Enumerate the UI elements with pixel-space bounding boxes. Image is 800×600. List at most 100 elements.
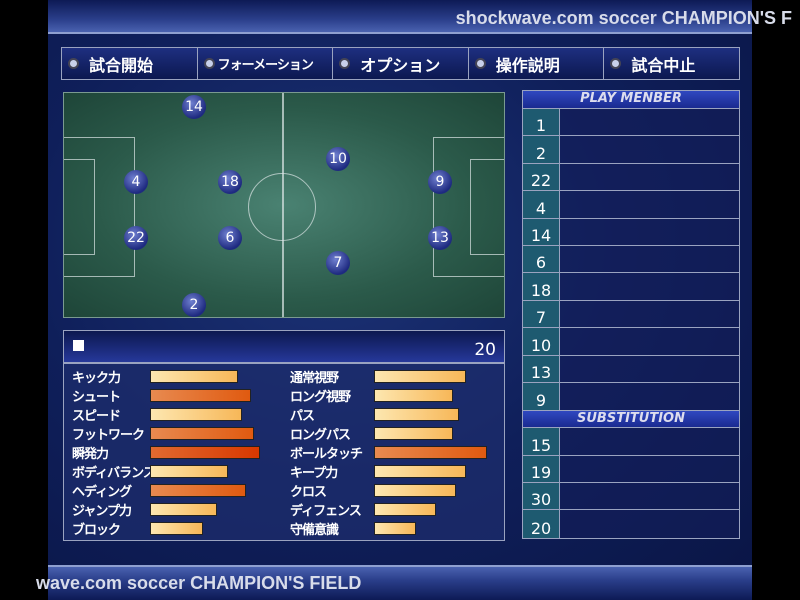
roster-name-cell bbox=[560, 163, 739, 191]
roster-row[interactable]: 18 bbox=[523, 273, 739, 301]
instructions-button[interactable]: 操作説明 bbox=[468, 48, 605, 79]
menu-label: 試合開始 bbox=[89, 55, 154, 75]
player-marker[interactable]: 2 bbox=[182, 293, 206, 317]
stat-label: クロス bbox=[290, 485, 327, 500]
player-stats-panel: 20 キック力 シュート スピード フットワーク 瞬発力 ボディバランス ヘディング ジャンプ… bbox=[63, 330, 505, 541]
stat-row: パス bbox=[290, 405, 487, 424]
roster-name-cell bbox=[560, 218, 739, 245]
roster-name-cell bbox=[560, 109, 739, 136]
roster-name-cell bbox=[560, 428, 739, 455]
roster-row[interactable]: 1 bbox=[523, 109, 739, 137]
roster-number: 19 bbox=[523, 455, 560, 483]
soccer-ball-icon bbox=[474, 58, 486, 69]
start-match-button[interactable]: 試合開始 bbox=[62, 48, 198, 79]
player-marker[interactable]: 7 bbox=[326, 251, 350, 275]
roster-number: 7 bbox=[523, 300, 560, 328]
player-number: 20 bbox=[474, 340, 496, 360]
roster-panel: PLAY MENBER 1 2 22 4 14 6 18 7 10 13 9 SUBSTITUTIO… bbox=[522, 90, 740, 539]
roster-number: 22 bbox=[523, 163, 560, 191]
roster-number: 13 bbox=[523, 355, 560, 382]
roster-name-cell bbox=[560, 483, 739, 510]
player-marker[interactable]: 13 bbox=[428, 226, 452, 250]
roster-number: 9 bbox=[523, 382, 560, 411]
stat-row: ブロック bbox=[72, 519, 260, 538]
center-circle bbox=[248, 173, 316, 241]
stat-row: クロス bbox=[290, 481, 487, 500]
soccer-ball-icon bbox=[339, 58, 351, 69]
stat-label: ブロック bbox=[72, 523, 121, 538]
abort-match-button[interactable]: 試合中止 bbox=[604, 48, 739, 79]
options-button[interactable]: オプション bbox=[333, 48, 469, 79]
roster-name-cell bbox=[560, 191, 739, 218]
player-marker[interactable]: 6 bbox=[218, 226, 242, 250]
stat-label: ヘディング bbox=[72, 485, 132, 500]
roster-name-cell bbox=[560, 273, 739, 300]
player-marker[interactable]: 9 bbox=[428, 170, 452, 194]
stat-label: パス bbox=[290, 409, 315, 424]
title-banner: shockwave.com soccer CHAMPION'S F bbox=[48, 0, 792, 34]
player-marker[interactable]: 10 bbox=[326, 147, 350, 171]
stat-row: 守備意識 bbox=[290, 519, 487, 538]
stat-row: ジャンプ力 bbox=[72, 500, 260, 519]
roster-number: 14 bbox=[523, 218, 560, 245]
stat-row: ボールタッチ bbox=[290, 443, 487, 462]
stat-label: ボディバランス bbox=[72, 466, 156, 481]
roster-row[interactable]: 6 bbox=[523, 245, 739, 274]
soccer-ball-icon bbox=[610, 58, 622, 69]
roster-row[interactable]: 2 bbox=[523, 136, 739, 164]
stat-row: フットワーク bbox=[72, 424, 260, 443]
stat-bar bbox=[374, 503, 437, 516]
roster-number: 2 bbox=[523, 136, 560, 163]
roster-name-cell bbox=[560, 382, 739, 411]
stat-bar bbox=[374, 408, 459, 421]
stat-bar bbox=[150, 427, 254, 440]
roster-row[interactable]: 13 bbox=[523, 355, 739, 383]
stat-bar bbox=[374, 427, 454, 440]
stat-bar bbox=[374, 389, 454, 402]
stat-label: 通常視野 bbox=[290, 371, 339, 386]
roster-row[interactable]: 15 bbox=[523, 428, 739, 456]
menu-label: 操作説明 bbox=[495, 55, 560, 75]
roster-row[interactable]: 20 bbox=[523, 510, 739, 538]
stat-label: フットワーク bbox=[72, 428, 145, 443]
player-marker[interactable]: 14 bbox=[182, 95, 206, 119]
stats-column-right: 通常視野 ロング視野 パス ロングパス ボールタッチ キープ力 クロス ディフェンス 守備意識 bbox=[290, 367, 487, 538]
stat-label: ロング視野 bbox=[290, 390, 351, 405]
stat-label: ジャンプ力 bbox=[72, 504, 132, 519]
stat-row: ボディバランス bbox=[72, 462, 260, 481]
menu-label: フォーメーション bbox=[217, 58, 314, 73]
stat-bar bbox=[150, 484, 247, 497]
stat-row: シュート bbox=[72, 386, 260, 405]
stat-label: 瞬発力 bbox=[72, 447, 109, 462]
stat-bar bbox=[150, 522, 204, 535]
stat-label: キック力 bbox=[72, 371, 121, 386]
stat-row: 瞬発力 bbox=[72, 443, 260, 462]
play-member-header: PLAY MENBER bbox=[523, 91, 739, 109]
formation-button[interactable]: フォーメーション bbox=[197, 48, 334, 79]
roster-row[interactable]: 7 bbox=[523, 300, 739, 329]
roster-row[interactable]: 4 bbox=[523, 191, 739, 219]
roster-number: 20 bbox=[523, 510, 560, 538]
roster-row[interactable]: 22 bbox=[523, 163, 739, 192]
menu-label: 試合中止 bbox=[631, 55, 696, 75]
stat-bar bbox=[150, 370, 239, 383]
stat-label: シュート bbox=[72, 390, 121, 405]
stat-row: ヘディング bbox=[72, 481, 260, 500]
roster-row[interactable]: 30 bbox=[523, 483, 739, 511]
stat-label: ロングパス bbox=[290, 428, 351, 443]
roster-row[interactable]: 14 bbox=[523, 218, 739, 246]
player-marker[interactable]: 4 bbox=[124, 170, 148, 194]
stat-bar bbox=[150, 389, 251, 402]
roster-row[interactable]: 9 bbox=[523, 382, 739, 411]
game-window: shockwave.com soccer CHAMPION'S F 試合開始 フ… bbox=[36, 0, 792, 600]
roster-row[interactable]: 19 bbox=[523, 455, 739, 484]
roster-name-cell bbox=[560, 245, 739, 273]
goal-box-left bbox=[64, 159, 95, 255]
stat-bar bbox=[374, 484, 457, 497]
player-marker[interactable]: 18 bbox=[218, 170, 242, 194]
player-marker[interactable]: 22 bbox=[124, 226, 148, 250]
roster-name-cell bbox=[560, 455, 739, 483]
stat-row: キープ力 bbox=[290, 462, 487, 481]
stat-row: キック力 bbox=[72, 367, 260, 386]
roster-row[interactable]: 10 bbox=[523, 328, 739, 356]
